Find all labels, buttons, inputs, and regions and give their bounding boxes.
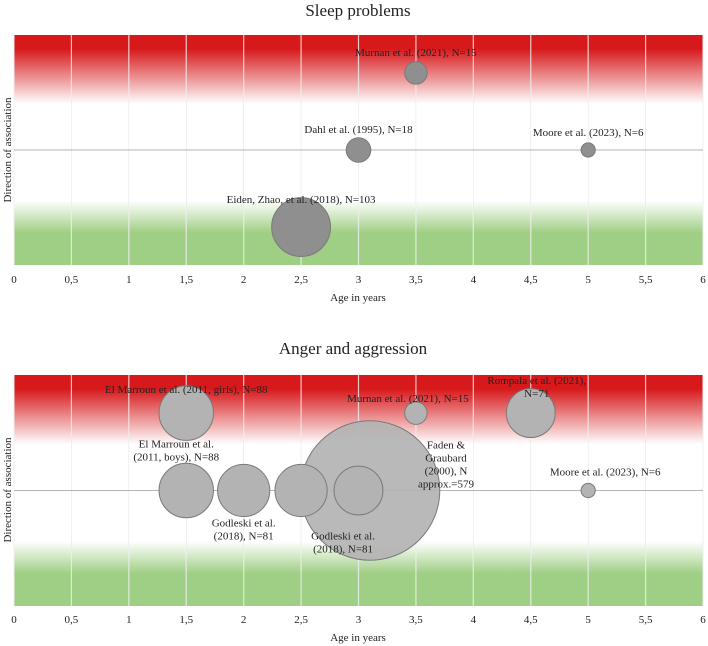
bubble-label: Murnan et al. (2021), N=15 [355, 47, 477, 59]
y-axis-label: Direction of association [2, 437, 14, 543]
bubble-point [158, 462, 214, 519]
x-tick-label: 0 [11, 614, 17, 626]
chart-panel-anger-and-aggression: Anger and aggression El Marroun et al. (… [2, 339, 706, 644]
bubble-label: Eiden, Zhao, et al. (2018), N=103 [227, 194, 376, 206]
x-tick-label: 1,5 [179, 614, 193, 626]
x-tick-label: 0,5 [65, 274, 79, 286]
x-tick-labels: 0 0,5 1 1,5 2 2,5 3 3,5 4 4,5 5 5,5 6 [11, 614, 706, 626]
x-tick-label: 6 [700, 614, 706, 626]
bubble-label: Godleski et al. (2018), N=81 [311, 531, 375, 556]
bubble-series [271, 61, 596, 257]
x-tick-label: 1 [126, 274, 132, 286]
x-tick-label: 2,5 [294, 274, 308, 286]
bubble-label: Moore et al. (2023), N=6 [533, 127, 644, 139]
bubble-point [404, 401, 428, 425]
chart-title: Anger and aggression [279, 339, 428, 358]
bubble-label: Godleski et al. (2018), N=81 [212, 518, 276, 543]
bubble-series [158, 385, 596, 561]
x-tick-label: 5 [585, 614, 591, 626]
bubble-point [217, 463, 271, 518]
x-tick-label: 1 [126, 614, 132, 626]
x-tick-label: 2,5 [294, 614, 308, 626]
x-tick-label: 3,5 [409, 614, 423, 626]
bubble-point [345, 137, 372, 163]
x-tick-label: 3 [356, 614, 362, 626]
bubble-labels: El Marroun et al. (2011, girls), N=88 Mur… [105, 375, 661, 555]
x-tick-label: 4 [471, 274, 477, 286]
x-tick-label: 0 [11, 274, 17, 286]
bubble-point [271, 197, 332, 257]
bubble-label: Murnan et al. (2021), N=15 [347, 393, 469, 405]
bubble-point [505, 388, 556, 439]
x-tick-label: 5 [585, 274, 591, 286]
chart-title: Sleep problems [305, 1, 410, 20]
x-tick-label: 1,5 [179, 274, 193, 286]
x-tick-label: 3,5 [409, 274, 423, 286]
x-tick-label: 4,5 [524, 614, 538, 626]
x-tick-labels: 0 0,5 1 1,5 2 2,5 3 3,5 4 4,5 5 5,5 6 [11, 274, 706, 286]
x-tick-label: 0,5 [65, 614, 79, 626]
y-axis-label: Direction of association [2, 97, 14, 203]
x-tick-label: 3 [356, 274, 362, 286]
bubble-label: Moore et al. (2023), N=6 [550, 467, 661, 479]
x-axis-label: Age in years [330, 632, 386, 644]
bubble-point [580, 142, 596, 158]
x-tick-label: 5,5 [639, 274, 653, 286]
bubble-label: El Marroun et al. (2011, boys), N=88 [133, 439, 219, 464]
bubble-label: Rompala et al. (2021), N=71 [487, 375, 586, 400]
x-axis-label: Age in years [330, 292, 386, 304]
x-tick-label: 4 [471, 614, 477, 626]
x-tick-label: 6 [700, 274, 706, 286]
bubble-label: El Marroun et al. (2011, girls), N=88 [105, 384, 268, 396]
bubble-label: Dahl et al. (1995), N=18 [304, 124, 413, 136]
chart-panel-sleep-problems: Sleep problems Murnan et al. (2021), N=1… [2, 1, 706, 304]
bubble-point [274, 463, 328, 518]
bubble-point [580, 482, 596, 499]
bubble-point [404, 61, 428, 85]
bubble-labels: Murnan et al. (2021), N=15 Dahl et al. (1… [227, 47, 644, 206]
x-tick-label: 2 [241, 614, 247, 626]
x-tick-label: 2 [241, 274, 247, 286]
bubble-point [333, 465, 384, 516]
x-tick-label: 5,5 [639, 614, 653, 626]
bubble-point [158, 385, 214, 441]
x-tick-label: 4,5 [524, 274, 538, 286]
